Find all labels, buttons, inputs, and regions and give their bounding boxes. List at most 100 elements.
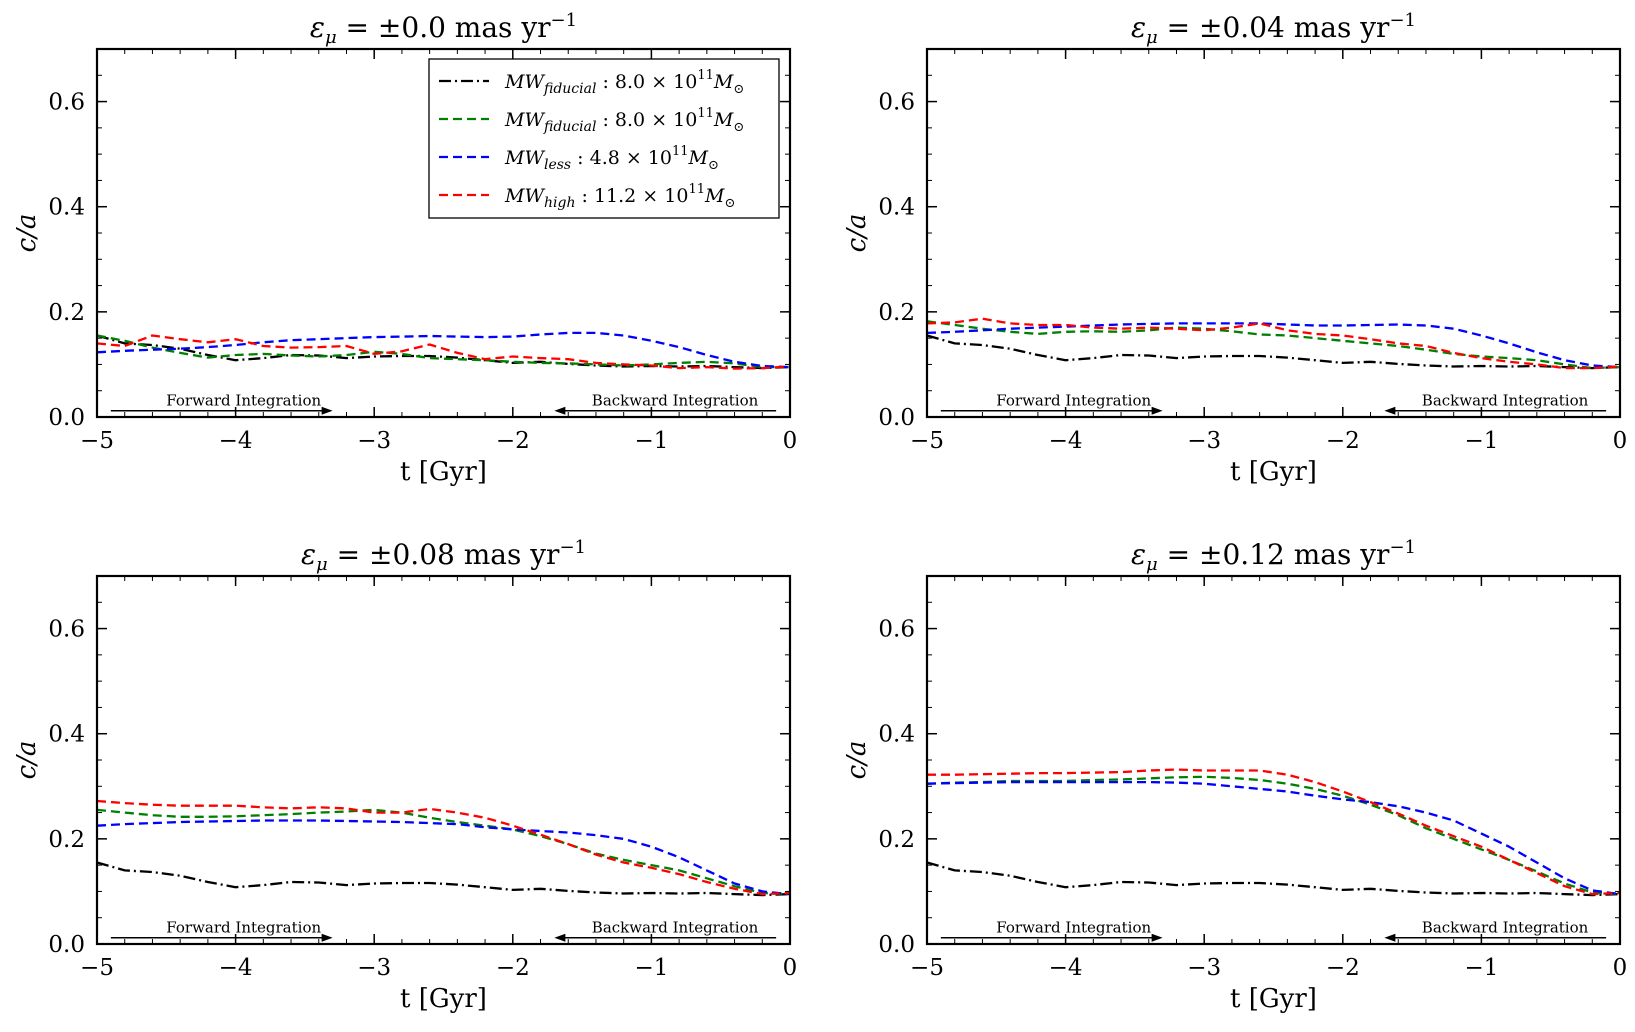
- y-tick-label: 0.0: [878, 932, 915, 958]
- x-tick-label: −3: [357, 955, 391, 981]
- series-group: [97, 799, 790, 897]
- forward-arrow-head: [1151, 933, 1163, 942]
- y-tick-label: 0.6: [878, 90, 915, 116]
- x-tick-label: −1: [634, 428, 668, 454]
- y-tick-label: 0.4: [48, 722, 85, 748]
- legend-entry-4: MWhigh : 11.2 × 1011M⊙: [504, 182, 735, 211]
- series-group: [927, 317, 1620, 370]
- series-line-2: [927, 775, 1620, 896]
- chart-title: εμ = ±0.0 mas yr−1: [310, 10, 577, 48]
- backward-integration-label: Backward Integration: [592, 392, 759, 410]
- backward-arrow-head: [554, 406, 566, 415]
- series-line-2: [927, 320, 1620, 370]
- y-tick-label: 0.6: [48, 90, 85, 116]
- x-tick-label: 0: [783, 428, 798, 454]
- x-tick-label: −2: [496, 428, 530, 454]
- series-line-3: [927, 322, 1620, 369]
- series-line-1: [97, 861, 790, 897]
- x-axis-label: t [Gyr]: [1230, 457, 1317, 487]
- series-line-2: [97, 808, 790, 896]
- x-tick-label: −4: [219, 428, 253, 454]
- x-axis-label: t [Gyr]: [400, 984, 487, 1014]
- backward-arrow-head: [1384, 933, 1396, 942]
- y-tick-label: 0.2: [48, 300, 85, 326]
- backward-integration-label: Backward Integration: [1422, 392, 1589, 410]
- series-line-2: [97, 334, 790, 369]
- x-tick-label: −2: [1326, 428, 1360, 454]
- backward-arrow-head: [1384, 406, 1396, 415]
- series-line-1: [927, 861, 1620, 897]
- x-tick-label: −4: [219, 955, 253, 981]
- panel-3: εμ = ±0.08 mas yr−1 −5 −4 −3 −2 −1 0 0.0 0.2 0.4 0…: [12, 537, 797, 1014]
- plot-frame: [925, 574, 1622, 946]
- y-tick-label: 0.0: [48, 932, 85, 958]
- y-tick-label: 0.2: [878, 300, 915, 326]
- panel-4: εμ = ±0.12 mas yr−1 −5 −4 −3 −2 −1 0 0.0 0.2 0.4 0…: [842, 537, 1627, 1014]
- y-tick-label: 0.4: [878, 195, 915, 221]
- x-tick-label: −2: [496, 955, 530, 981]
- y-tick-label: 0.2: [48, 827, 85, 853]
- panel-1: εμ = ±0.0 mas yr−1 −5 −4 −3 −2 −1 0 0.0 0.2 0.4 0.…: [12, 10, 797, 487]
- x-tick-label: −1: [1464, 428, 1498, 454]
- forward-integration-label: Forward Integration: [166, 919, 321, 937]
- x-tick-label: −1: [1464, 955, 1498, 981]
- series-line-4: [927, 317, 1620, 370]
- panel-2: εμ = ±0.04 mas yr−1 −5 −4 −3 −2 −1 0 0.0 0.2 0.4 0…: [842, 10, 1627, 487]
- series-line-3: [97, 331, 790, 369]
- x-tick-label: −5: [80, 428, 114, 454]
- x-axis-label: t [Gyr]: [400, 457, 487, 487]
- series-group: [97, 331, 790, 370]
- forward-integration-label: Forward Integration: [996, 919, 1151, 937]
- x-tick-label: −3: [1187, 955, 1221, 981]
- y-tick-label: 0.6: [48, 617, 85, 643]
- x-tick-label: −5: [80, 955, 114, 981]
- x-tick-label: −3: [357, 428, 391, 454]
- x-tick-label: −2: [1326, 955, 1360, 981]
- forward-integration-label: Forward Integration: [166, 392, 321, 410]
- x-tick-label: 0: [1613, 955, 1628, 981]
- x-tick-label: −5: [910, 955, 944, 981]
- y-tick-label: 0.0: [878, 405, 915, 431]
- legend: MWfiducial : 8.0 × 1011M⊙ MWfiducial : 8.…: [428, 58, 780, 219]
- x-axis-label: t [Gyr]: [1230, 984, 1317, 1014]
- x-tick-label: −4: [1049, 428, 1083, 454]
- x-tick-label: 0: [783, 955, 798, 981]
- y-tick-label: 0.4: [48, 195, 85, 221]
- series-line-3: [97, 819, 790, 896]
- x-tick-label: −3: [1187, 428, 1221, 454]
- chart-title: εμ = ±0.04 mas yr−1: [1131, 10, 1416, 48]
- forward-arrow-head: [1151, 406, 1163, 415]
- series-line-4: [97, 334, 790, 370]
- series-line-1: [97, 334, 790, 370]
- series-line-4: [97, 799, 790, 896]
- series-group: [927, 768, 1620, 897]
- x-tick-label: −5: [910, 428, 944, 454]
- y-axis-label: c/a: [12, 741, 42, 780]
- legend-entry-3: MWless : 4.8 × 1011M⊙: [504, 144, 719, 173]
- y-axis-label: c/a: [842, 214, 872, 253]
- x-tick-label: −1: [634, 955, 668, 981]
- y-tick-label: 0.2: [878, 827, 915, 853]
- y-axis-label: c/a: [842, 741, 872, 780]
- y-tick-label: 0.0: [48, 405, 85, 431]
- y-tick-label: 0.6: [878, 617, 915, 643]
- chart-title: εμ = ±0.08 mas yr−1: [301, 537, 586, 575]
- series-line-1: [927, 334, 1620, 370]
- backward-arrow-head: [554, 933, 566, 942]
- forward-arrow-head: [321, 406, 333, 415]
- chart-title: εμ = ±0.12 mas yr−1: [1131, 537, 1416, 575]
- plot-frame: [95, 574, 792, 946]
- backward-integration-label: Backward Integration: [1422, 919, 1589, 937]
- forward-arrow-head: [321, 933, 333, 942]
- series-line-4: [927, 768, 1620, 896]
- backward-integration-label: Backward Integration: [592, 919, 759, 937]
- legend-entry-2: MWfiducial : 8.0 × 1011M⊙: [504, 106, 744, 135]
- forward-integration-label: Forward Integration: [996, 392, 1151, 410]
- x-tick-label: −4: [1049, 955, 1083, 981]
- legend-entry-1: MWfiducial : 8.0 × 1011M⊙: [504, 68, 744, 97]
- legend-box: [428, 58, 780, 219]
- y-axis-label: c/a: [12, 214, 42, 253]
- y-tick-label: 0.4: [878, 722, 915, 748]
